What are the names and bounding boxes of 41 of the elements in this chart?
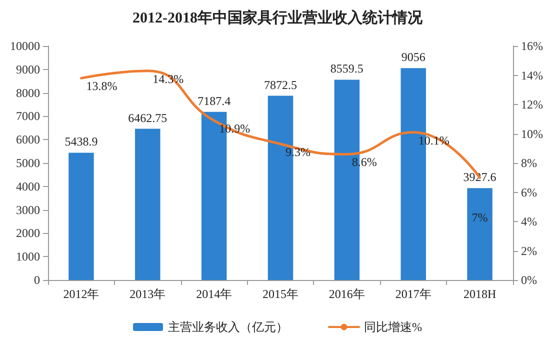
y2-tick-label: 14%	[521, 68, 543, 82]
data-label: 8559.5	[330, 62, 364, 76]
legend-label: 主营业务收入（亿元）	[168, 320, 288, 334]
y-tick-label: 10000	[10, 39, 40, 53]
y-tick-label: 2000	[16, 226, 40, 240]
y-tick-label: 7000	[16, 109, 40, 124]
y-tick-label: 9000	[16, 62, 40, 76]
chart-title: 2012-2018年中国家具行业营业收入统计情况	[132, 8, 424, 26]
x-tick-label: 2012年	[63, 287, 100, 301]
bar	[68, 152, 94, 280]
y-tick-label: 0	[34, 273, 40, 287]
y2-tick-label: 12%	[521, 98, 543, 112]
y2-tick-label: 0%	[521, 273, 537, 287]
data-label: 6462.75	[128, 110, 168, 125]
y-tick-label: 1000	[16, 250, 40, 264]
y-tick-label: 3000	[16, 202, 40, 217]
x-tick-label: 2018H	[463, 287, 496, 301]
y-tick-label: 5000	[16, 156, 40, 170]
y2-tick-label: 4%	[521, 214, 537, 228]
x-tick-label: 2013年	[130, 287, 166, 301]
x-tick-label: 2015年	[262, 287, 298, 301]
x-tick-label: 2016年	[328, 287, 365, 301]
data-label: 7%	[472, 210, 488, 225]
data-label: 5438.9	[64, 134, 98, 149]
y2-tick-label: 10%	[521, 126, 543, 141]
bar	[467, 188, 492, 280]
y2-tick-label: 6%	[521, 185, 537, 200]
x-tick-label: 2014年	[196, 287, 232, 301]
x-tick-label: 2017年	[395, 287, 432, 301]
y-tick-label: 6000	[16, 132, 40, 147]
y2-tick-label: 16%	[521, 39, 543, 53]
y2-tick-label: 2%	[521, 244, 537, 258]
y-tick-label: 4000	[16, 179, 40, 194]
data-label: 7187.4	[198, 94, 231, 108]
legend-label: 同比增速%	[364, 320, 422, 334]
data-label: 7872.5	[264, 78, 297, 92]
y-tick-label: 8000	[16, 86, 40, 100]
data-label: 9056	[401, 50, 426, 64]
y2-tick-label: 8%	[521, 156, 537, 170]
bar	[135, 128, 160, 280]
data-label: 13.8%	[86, 79, 118, 94]
